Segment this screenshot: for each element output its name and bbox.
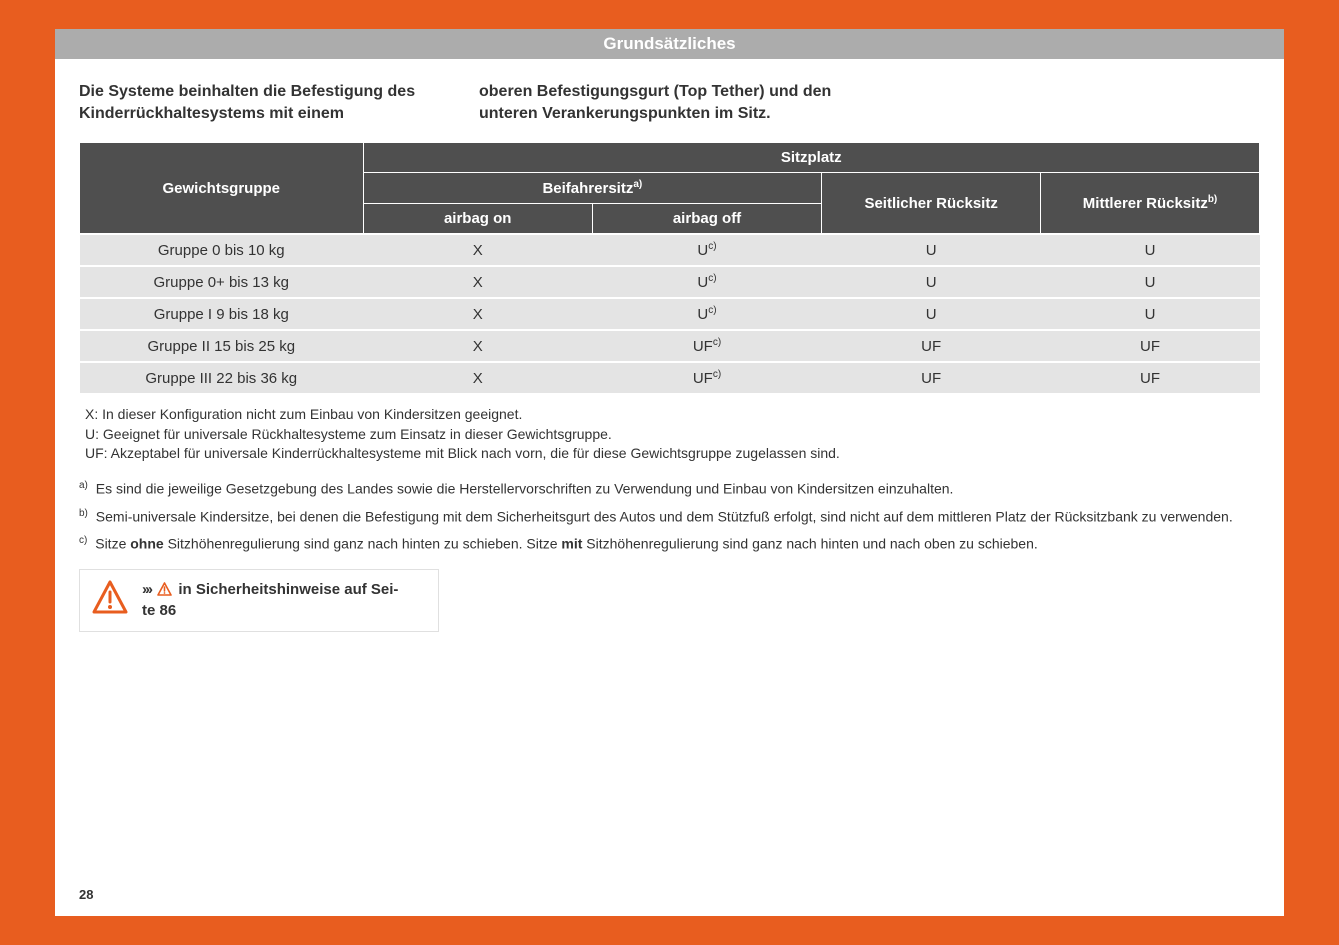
th-weight-group: Gewichtsgruppe [80,143,364,235]
table-row: Gruppe 0 bis 10 kgXUc)UU [80,234,1260,266]
section-title: Grundsätzliches [603,34,735,54]
cell-weight-group: Gruppe II 15 bis 25 kg [80,330,364,362]
intro-col-2: oberen Befestigungsgurt (Top Tether) und… [479,81,839,124]
cell-middle-rear: U [1041,298,1260,330]
footnote-b: b) Semi-universale Kindersitze, bei dene… [79,506,1260,528]
cell-side-rear: U [822,266,1041,298]
th-middle-rear: Mittlerer Rücksitzb) [1041,173,1260,235]
cell-airbag-on: X [363,298,592,330]
intro-col-1: Die Systeme beinhalten die Befestigung d… [79,81,439,124]
th-front-seat: Beifahrersitza) [363,173,822,204]
footnote-b-sup: b) [79,508,88,519]
cell-airbag-off: UFc) [592,362,821,394]
cell-middle-rear: UF [1041,330,1260,362]
cell-side-rear: UF [822,362,1041,394]
legend-x: X: In dieser Konfiguration nicht zum Ein… [85,405,1260,425]
th-airbag-on: airbag on [363,204,592,235]
content: Die Systeme beinhalten die Befestigung d… [79,81,1260,632]
seat-compatibility-table: Gewichtsgruppe Sitzplatz Beifahrersitza)… [79,142,1260,395]
warning-box: ››› in Sicherheitshinweise auf Sei- te 8… [79,569,439,632]
th-side-rear: Seitlicher Rücksitz [822,173,1041,235]
th-airbag-off: airbag off [592,204,821,235]
legend-u: U: Geeignet für universale Rückhaltesyst… [85,425,1260,445]
page: Grundsätzliches Die Systeme beinhalten d… [55,29,1284,916]
footnote-c-pre: Sitze [91,536,130,552]
footnotes: a) Es sind die jeweilige Gesetzgebung de… [79,478,1260,555]
table-row: Gruppe III 22 bis 36 kgXUFc)UFUF [80,362,1260,394]
cell-airbag-off: Uc) [592,298,821,330]
page-number: 28 [79,887,93,902]
table-row: Gruppe 0+ bis 13 kgXUc)UU [80,266,1260,298]
warning-chevrons: ››› [142,581,151,598]
th-middle-rear-label: Mittlerer Rücksitz [1083,195,1208,212]
cell-weight-group: Gruppe 0 bis 10 kg [80,234,364,266]
cell-airbag-on: X [363,330,592,362]
cell-side-rear: UF [822,330,1041,362]
warning-line1: in Sicherheitshinweise auf Sei- [174,581,398,598]
footnote-c-sup: c) [79,535,87,546]
th-middle-rear-sup: b) [1208,194,1217,205]
cell-airbag-off: Uc) [592,234,821,266]
cell-airbag-off: Uc) [592,266,821,298]
footnote-c: c) Sitze ohne Sitzhöhenregulierung sind … [79,533,1260,555]
footnote-c-bold2: mit [561,536,582,552]
footnote-b-text: Semi-universale Kindersitze, bei denen d… [92,508,1233,524]
intro-text: Die Systeme beinhalten die Befestigung d… [79,81,1260,124]
legend: X: In dieser Konfiguration nicht zum Ein… [79,405,1260,464]
warning-triangle-large-icon [92,580,128,619]
footnote-a: a) Es sind die jeweilige Gesetzgebung de… [79,478,1260,500]
cell-airbag-on: X [363,266,592,298]
table-row: Gruppe I 9 bis 18 kgXUc)UU [80,298,1260,330]
cell-airbag-off: UFc) [592,330,821,362]
footnote-c-post: Sitzhöhenregulierung sind ganz nach hint… [582,536,1037,552]
footnote-a-sup: a) [79,480,88,491]
section-header: Grundsätzliches [55,29,1284,59]
th-front-seat-sup: a) [633,179,642,190]
cell-middle-rear: U [1041,234,1260,266]
footnote-c-mid: Sitzhöhenregulierung sind ganz nach hint… [164,536,562,552]
cell-airbag-on: X [363,234,592,266]
warning-triangle-small-icon [157,582,172,602]
cell-airbag-on: X [363,362,592,394]
warning-text: ››› in Sicherheitshinweise auf Sei- te 8… [142,580,398,621]
footnote-c-bold1: ohne [130,536,163,552]
cell-weight-group: Gruppe 0+ bis 13 kg [80,266,364,298]
cell-side-rear: U [822,298,1041,330]
cell-middle-rear: UF [1041,362,1260,394]
cell-weight-group: Gruppe III 22 bis 36 kg [80,362,364,394]
table-row: Gruppe II 15 bis 25 kgXUFc)UFUF [80,330,1260,362]
th-front-seat-label: Beifahrersitz [542,180,633,197]
warning-line2: te 86 [142,602,176,619]
cell-side-rear: U [822,234,1041,266]
legend-uf: UF: Akzeptabel für universale Kinderrück… [85,444,1260,464]
cell-weight-group: Gruppe I 9 bis 18 kg [80,298,364,330]
footnote-a-text: Es sind die jeweilige Gesetzgebung des L… [92,481,954,497]
cell-middle-rear: U [1041,266,1260,298]
th-seat: Sitzplatz [363,143,1259,173]
